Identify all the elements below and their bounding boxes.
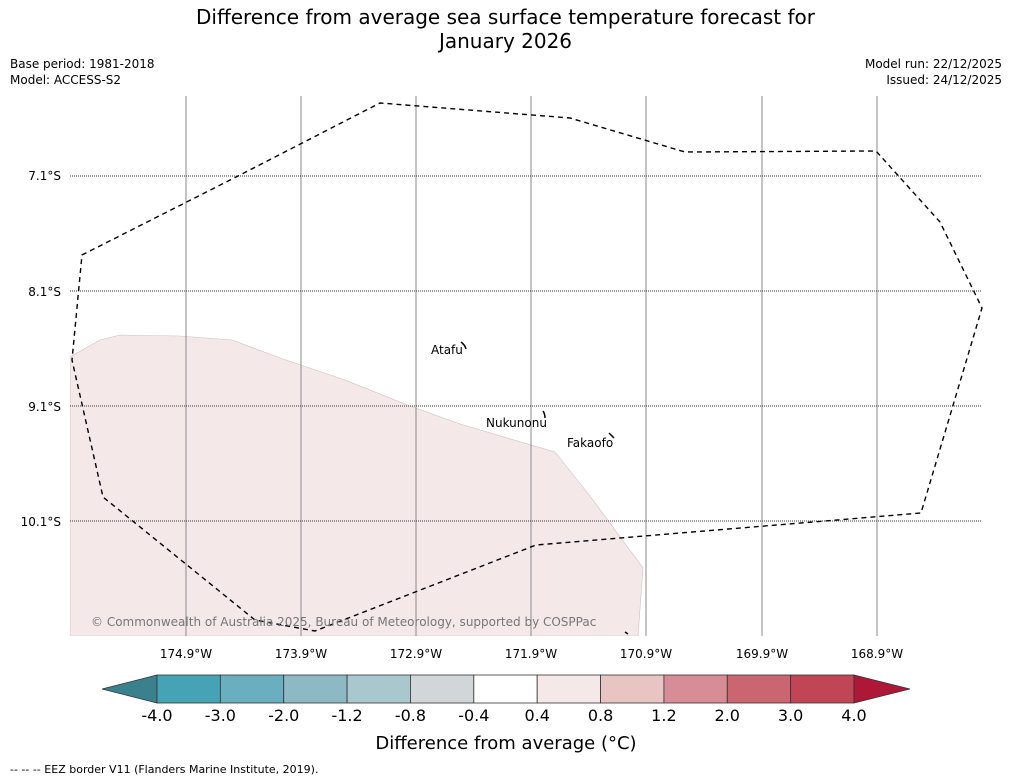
colorbar-segment [536,674,601,704]
issued-date: Issued: 24/12/2025 [886,73,1002,87]
colorbar-tick-label: 1.2 [651,706,676,725]
lat-label: 7.1°S [28,169,61,183]
colorbar-min-arrow [101,674,158,704]
colorbar-segment [410,674,475,704]
colorbar-tick-label: 0.4 [524,706,549,725]
meta-right: Model run: 22/12/2025 Issued: 24/12/2025 [865,56,1002,88]
colorbar-segment [156,674,221,704]
atoll-mark [624,631,629,635]
colorbar-max-arrow [853,674,911,704]
colorbar: -4.0 -3.0 -2.0 -1.2 -0.8 -0.4 0.4 0.8 1.2 2.0 3.0 4… [101,674,911,725]
title-line-1: Difference from average sea surface temp… [195,5,815,29]
place-label-fakaofo: Fakaofo [567,436,613,450]
colorbar-label: Difference from average (°C) [375,733,636,754]
colorbar-segment [346,674,411,704]
colorbar-tick-label: -4.0 [141,706,172,725]
lon-label: 169.9°W [736,647,788,661]
atoll-mark [460,341,467,350]
model-run: Model run: 22/12/2025 [864,57,1002,71]
longitude-grid [185,96,878,636]
colorbar-segment [663,674,728,704]
anomaly-region [70,334,644,636]
lat-label: 9.1°S [28,400,61,414]
colorbar-tick-label: -2.0 [268,706,299,725]
lon-label: 171.9°W [505,647,557,661]
colorbar-tick-label: 3.0 [778,706,803,725]
colorbar-segment [790,674,855,704]
lat-label: 10.1°S [21,515,61,529]
place-label-atafu: Atafu [431,343,463,357]
colorbar-tick-label: 4.0 [841,706,866,725]
base-period: Base period: 1981-2018 [10,57,155,71]
colorbar-segment [726,674,792,704]
lon-label: 174.9°W [160,647,212,661]
colorbar-tick-label: 2.0 [715,706,740,725]
lon-label: 168.9°W [851,647,903,661]
colorbar-tick-label: 0.8 [588,706,613,725]
atoll-mark [608,432,615,439]
eez-border [71,102,983,632]
colorbar-segment [600,674,665,704]
colorbar-tick-label: -3.0 [205,706,236,725]
lon-label: 172.9°W [390,647,442,661]
colorbar-segment [473,674,538,704]
eez-footnote: -- -- -- EEZ border V11 (Flanders Marine… [10,763,319,776]
lon-label: 173.9°W [275,647,327,661]
model-name: Model: ACCESS-S2 [10,73,122,87]
atoll-mark [542,410,546,419]
colorbar-segment [219,674,285,704]
lat-label: 8.1°S [28,285,61,299]
lon-label: 170.9°W [620,647,672,661]
title-line-2: January 2026 [438,29,573,53]
place-label-nukunonu: Nukunonu [486,416,547,430]
colorbar-segment [283,674,348,704]
colorbar-tick-label: -0.8 [395,706,426,725]
atolls [460,341,629,635]
meta-left: Base period: 1981-2018 Model: ACCESS-S2 [10,56,155,88]
copyright-notice: © Commonwealth of Australia 2025, Bureau… [91,615,596,629]
colorbar-tick-label: -0.4 [458,706,489,725]
colorbar-tick-label: -1.2 [331,706,362,725]
